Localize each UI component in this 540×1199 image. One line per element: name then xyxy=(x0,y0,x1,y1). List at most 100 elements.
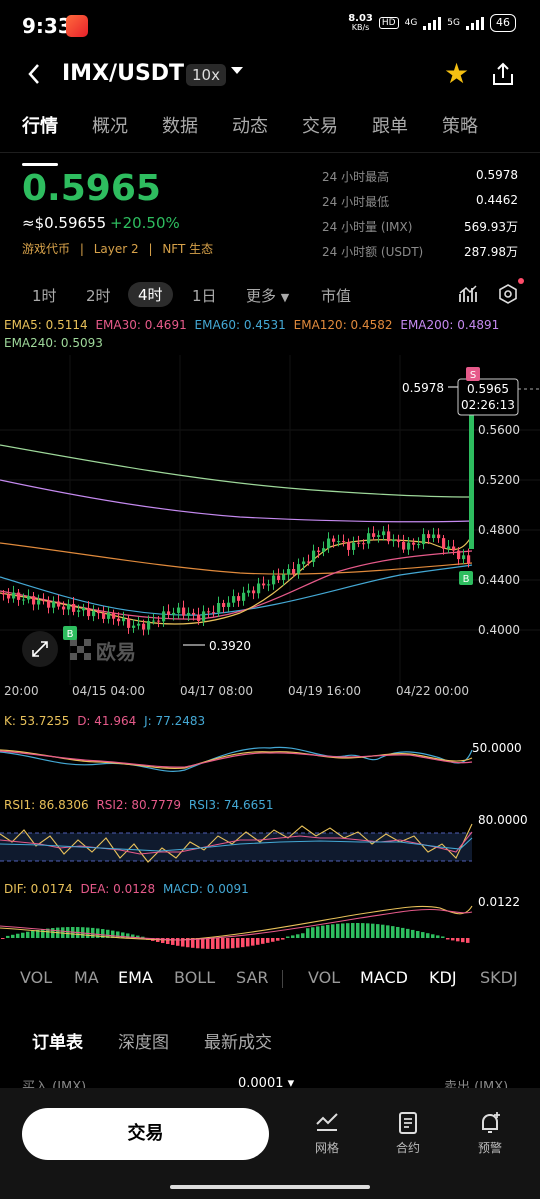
sub-indicator-tab[interactable]: VOL xyxy=(308,968,341,987)
candle xyxy=(347,542,351,550)
macd-bar xyxy=(186,938,190,948)
tab-4[interactable]: 交易 xyxy=(302,116,338,137)
price-tick: 0.5600 xyxy=(478,423,520,437)
leverage-badge[interactable]: 10x xyxy=(186,64,226,86)
back-arrow-icon[interactable] xyxy=(26,61,42,94)
candle xyxy=(157,620,161,622)
header: IMX/USDT 10x ★ xyxy=(0,55,540,95)
favorite-star-icon[interactable]: ★ xyxy=(444,57,470,90)
precision-select[interactable]: 0.0001 ▾ xyxy=(238,1076,295,1091)
tab-5[interactable]: 跟单 xyxy=(372,116,408,137)
macd-bar xyxy=(181,938,185,947)
buy-marker: B xyxy=(63,626,77,640)
candle xyxy=(107,612,111,619)
main-indicator-tab[interactable]: BOLL xyxy=(174,968,216,987)
alert-button[interactable]: 预警 xyxy=(462,1110,518,1156)
period-2h[interactable]: 2时 xyxy=(86,287,111,305)
macd-bar xyxy=(216,938,220,949)
period-more[interactable]: 更多 ▼ xyxy=(246,285,289,306)
period-bar: 1时 2时 4时 1日 更多 ▼ 市值 xyxy=(0,282,540,312)
macd-bar xyxy=(421,932,425,938)
tab-6[interactable]: 策略 xyxy=(442,116,478,137)
chevron-down-icon[interactable] xyxy=(230,65,244,80)
buy-marker-label: B xyxy=(463,574,470,585)
trade-button[interactable]: 交易 xyxy=(22,1108,269,1160)
buy-marker: B xyxy=(459,571,473,585)
candle xyxy=(207,611,211,613)
order-tab[interactable]: 最新成交 xyxy=(204,1033,272,1053)
candle xyxy=(7,594,11,599)
candle xyxy=(212,612,216,614)
main-indicator-tab[interactable]: MA xyxy=(74,968,99,987)
macd-chart: 0.0122 xyxy=(0,896,520,949)
macd-bar xyxy=(381,924,385,938)
main-indicator-tab[interactable]: VOL xyxy=(20,968,53,987)
candle xyxy=(167,611,171,615)
period-1h[interactable]: 1时 xyxy=(32,287,57,305)
candle xyxy=(87,607,91,617)
date-tick: 04/19 16:00 xyxy=(288,684,361,698)
ema-line xyxy=(0,564,473,616)
alert-label: 预警 xyxy=(477,1141,502,1155)
stat-row: 24 小时额 (USDT) 287.98万 xyxy=(322,243,518,268)
candle xyxy=(267,584,271,586)
macd-bar xyxy=(366,923,370,938)
macd-bar xyxy=(311,927,315,938)
macd-bar xyxy=(351,923,355,938)
candlestick-chart[interactable]: 0.5600 0.5200 0.4800 0.4400 0.4000 欧易 0.5978… xyxy=(0,355,540,705)
macd-bar xyxy=(406,928,410,938)
candle xyxy=(342,541,346,543)
candle xyxy=(202,611,206,621)
candle xyxy=(162,611,166,622)
order-tab[interactable]: 深度图 xyxy=(118,1033,169,1053)
main-indicator-tab[interactable]: SAR xyxy=(236,968,269,987)
main-indicator-tab[interactable]: EMA xyxy=(118,968,153,987)
tab-1[interactable]: 概况 xyxy=(92,116,128,137)
last-price: 0.5965 xyxy=(22,168,161,209)
macd-bar xyxy=(416,930,420,938)
tag-layer2[interactable]: Layer 2 xyxy=(93,242,139,256)
tab-0[interactable]: 行情 xyxy=(22,112,58,166)
indicator-icon[interactable] xyxy=(458,284,478,308)
tag-nft[interactable]: NFT 生态 xyxy=(162,242,214,256)
candle xyxy=(457,550,461,560)
candle xyxy=(142,623,146,630)
candle xyxy=(357,542,361,544)
sub-indicator-tab[interactable]: MACD xyxy=(360,968,408,987)
stats-panel: 24 小时最高 0.5978 24 小时最低 0.4462 24 小时量 (IMX) 56… xyxy=(322,168,518,268)
contract-button[interactable]: 合约 xyxy=(380,1110,436,1156)
share-icon[interactable] xyxy=(490,61,516,87)
macd-bar xyxy=(291,935,295,938)
order-tab[interactable]: 订单表 xyxy=(32,1033,83,1053)
stat-value: 0.4462 xyxy=(476,193,518,207)
pair-title[interactable]: IMX/USDT xyxy=(62,61,185,86)
macd-bar xyxy=(166,938,170,945)
tab-3[interactable]: 动态 xyxy=(232,116,268,137)
okx-logo-icon xyxy=(70,639,91,660)
stat-row: 24 小时最高 0.5978 xyxy=(322,168,518,193)
ema-lines xyxy=(0,444,473,625)
expand-icon[interactable] xyxy=(22,631,58,667)
grid-button[interactable]: 网格 xyxy=(299,1110,355,1156)
rsi-chart: 80.0000 xyxy=(0,814,528,863)
tab-2[interactable]: 数据 xyxy=(162,116,198,137)
ema240-value: EMA240: 0.5093 xyxy=(4,336,103,350)
token-tags: 游戏代币 | Layer 2 | NFT 生态 xyxy=(22,240,213,257)
period-mcap[interactable]: 市值 xyxy=(321,287,352,305)
ema200-value: EMA200: 0.4891 xyxy=(400,318,500,332)
sub-indicator-tab[interactable]: SKDJ xyxy=(480,968,518,987)
macd-bar xyxy=(176,938,180,946)
sub-indicator-tab[interactable]: KDJ xyxy=(429,968,457,987)
candle xyxy=(277,575,281,580)
tag-gaming[interactable]: 游戏代币 xyxy=(22,242,71,256)
candle xyxy=(252,590,256,594)
macd-bar xyxy=(111,930,115,938)
macd-bar xyxy=(386,925,390,938)
macd-bar xyxy=(116,931,120,938)
period-4h[interactable]: 4时 xyxy=(128,282,173,307)
settings-icon[interactable] xyxy=(498,278,524,308)
candle xyxy=(377,535,381,537)
macd-bar xyxy=(266,938,270,943)
candle xyxy=(407,542,411,550)
period-1d[interactable]: 1日 xyxy=(192,287,217,305)
